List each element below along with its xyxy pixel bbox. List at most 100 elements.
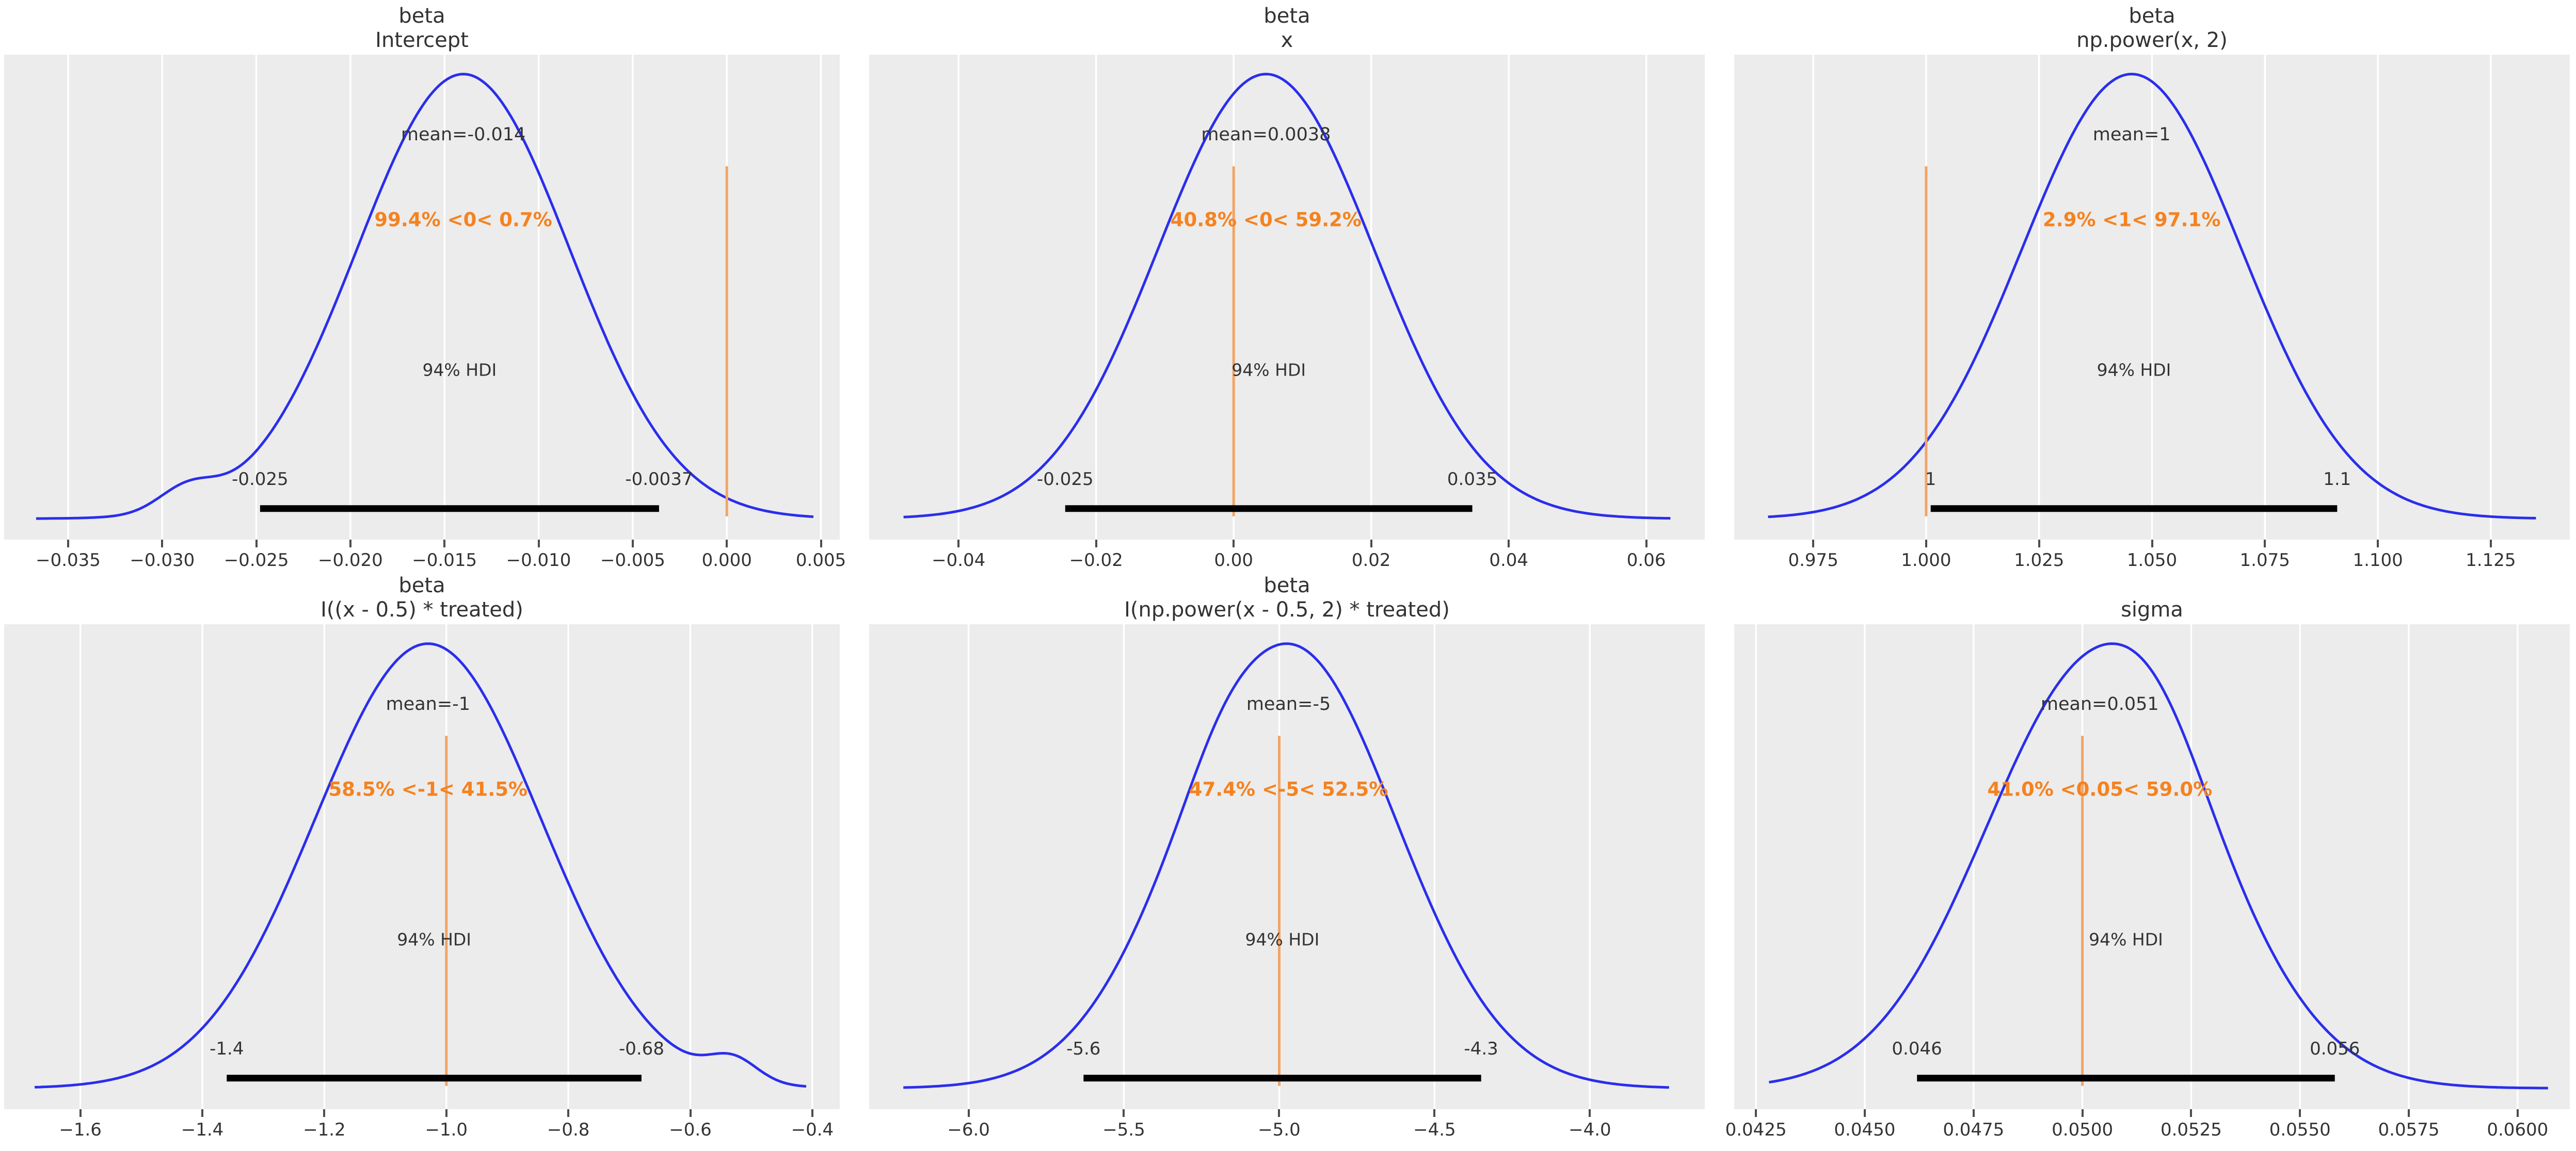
hdi-lower-label: 1 <box>1925 468 1937 490</box>
tick-label: 1.025 <box>2014 550 2065 571</box>
tick-mark <box>2516 1109 2519 1117</box>
tick-label: −0.015 <box>412 550 477 571</box>
hdi-lower-label: -0.025 <box>232 468 289 490</box>
plot-area: mean=-0.014 99.4% <0< 0.7% 94% HDI -0.025 -0… <box>4 55 840 540</box>
plot-area: mean=-5 47.4% <-5< 52.5% 94% HDI -5.6 -4.3 <box>869 624 1705 1109</box>
tick-mark <box>957 540 960 547</box>
mean-label: mean=0.0038 <box>1201 124 1331 145</box>
hdi-upper-label: 0.056 <box>2310 1038 2360 1059</box>
tick-mark <box>689 1109 692 1117</box>
kde-curve <box>36 73 814 520</box>
tick-label: −0.8 <box>547 1120 590 1140</box>
posterior-panel: beta I((x - 0.5) * treated) mean=-1 58.5% <… <box>4 572 840 1141</box>
hdi-upper-label: -0.68 <box>618 1038 664 1059</box>
tick-label: 0.0575 <box>2378 1120 2440 1140</box>
hdi-upper-label: 0.035 <box>1447 468 1498 490</box>
tick-mark <box>2377 540 2379 547</box>
tick-mark <box>537 540 540 547</box>
tick-label: 1.050 <box>2126 550 2178 571</box>
plot-area: mean=0.0038 40.8% <0< 59.2% 94% HDI -0.025 0… <box>869 55 1705 540</box>
kde-curve <box>903 73 1671 520</box>
tick-label: 0.02 <box>1351 550 1391 571</box>
tick-mark <box>820 540 822 547</box>
mean-label: mean=-0.014 <box>401 124 526 145</box>
kde-svg <box>36 55 822 540</box>
tick-label: 1.100 <box>2353 550 2403 571</box>
kde-svg <box>35 624 813 1109</box>
tick-label: 0.0550 <box>2269 1120 2331 1140</box>
tick-mark <box>1645 540 1647 547</box>
panel-title-coord: x <box>1281 28 1293 52</box>
tick-label: 1.075 <box>2239 550 2290 571</box>
panel-title-var: beta <box>398 574 445 597</box>
panel-title-var: beta <box>2129 4 2175 28</box>
panel-title-coord: Intercept <box>375 28 469 52</box>
tick-mark <box>255 540 258 547</box>
tick-label: −0.025 <box>223 550 289 571</box>
tick-mark <box>1972 1109 1975 1117</box>
tick-mark <box>2299 1109 2301 1117</box>
tick-mark <box>1095 540 1097 547</box>
tick-label: −1.4 <box>181 1120 224 1140</box>
tick-mark <box>161 540 164 547</box>
tick-mark <box>1233 540 1235 547</box>
x-axis-ticks: −0.04 −0.02 0.00 0.02 0.04 0.06 <box>869 540 1705 572</box>
tick-mark <box>1589 1109 1591 1117</box>
tick-label: −0.020 <box>317 550 383 571</box>
ref-probability-text: 41.0% <0.05< 59.0% <box>1987 778 2213 801</box>
tick-mark <box>2151 540 2153 547</box>
panel-title: beta x <box>869 2 1705 55</box>
x-axis-ticks: −1.6 −1.4 −1.2 −1.0 −0.8 −0.6 −0.4 <box>4 1109 840 1141</box>
tick-label: 0.000 <box>701 550 752 571</box>
kde-svg <box>903 624 1669 1109</box>
tick-mark <box>201 1109 204 1117</box>
tick-label: 1.125 <box>2466 550 2516 571</box>
tick-mark <box>323 1109 326 1117</box>
ref-probability-text: 47.4% <-5< 52.5% <box>1189 778 1388 801</box>
hdi-upper-label: 1.1 <box>2323 468 2351 490</box>
panel-title-coord: I(np.power(x - 0.5, 2) * treated) <box>1124 598 1450 622</box>
tick-mark <box>1755 1109 1757 1117</box>
x-axis-ticks: 0.975 1.000 1.025 1.050 1.075 1.100 1.125 <box>1734 540 2570 572</box>
tick-label: −1.2 <box>303 1120 346 1140</box>
panel-title-var: beta <box>1263 4 1310 28</box>
panel-title: sigma <box>1734 572 2570 624</box>
posterior-panel: beta I(np.power(x - 0.5, 2) * treated) mea… <box>869 572 1705 1141</box>
tick-label: 0.0600 <box>2487 1120 2549 1140</box>
tick-label: −1.6 <box>59 1120 102 1140</box>
tick-label: −5.0 <box>1258 1120 1301 1140</box>
tick-mark <box>2264 540 2266 547</box>
tick-label: 0.0475 <box>1943 1120 2005 1140</box>
tick-mark <box>1123 1109 1125 1117</box>
tick-mark <box>811 1109 813 1117</box>
panel-title-var: beta <box>398 4 445 28</box>
posterior-panel: sigma mean=0.051 41.0% <0.05< 59.0% 94% HDI… <box>1725 572 2570 1141</box>
tick-label: 0.06 <box>1626 550 1666 571</box>
tick-label: −4.5 <box>1413 1120 1456 1140</box>
kde-curve <box>35 642 807 1089</box>
tick-mark <box>567 1109 570 1117</box>
mean-label: mean=-5 <box>1246 694 1331 715</box>
tick-mark <box>79 1109 82 1117</box>
tick-label: 0.0500 <box>2052 1120 2114 1140</box>
tick-mark <box>2081 1109 2084 1117</box>
tick-mark <box>1370 540 1372 547</box>
panel-title-coord: I((x - 0.5) * treated) <box>321 598 523 622</box>
tick-mark <box>967 1109 970 1117</box>
tick-mark <box>2038 540 2040 547</box>
tick-label: −1.0 <box>425 1120 468 1140</box>
hdi-lower-label: -1.4 <box>210 1038 244 1059</box>
kde-svg <box>1768 55 2536 540</box>
panel-title-coord: np.power(x, 2) <box>2076 28 2228 52</box>
tick-label: 1.000 <box>1901 550 1951 571</box>
tick-mark <box>2190 1109 2193 1117</box>
x-axis-ticks: −0.035 −0.030 −0.025 −0.020 −0.015 −0.010 −0.0… <box>4 540 846 572</box>
panel-title: beta Intercept <box>4 2 840 55</box>
tick-label: −5.5 <box>1102 1120 1145 1140</box>
kde-curve <box>1768 73 2536 520</box>
tick-mark <box>1278 1109 1281 1117</box>
kde-curve <box>903 642 1669 1089</box>
ref-probability-text: 2.9% <1< 97.1% <box>2042 208 2221 231</box>
plot-area: mean=1 2.9% <1< 97.1% 94% HDI 1 1.1 <box>1734 55 2570 540</box>
hdi-interval-text: 94% HDI <box>1245 929 1320 950</box>
